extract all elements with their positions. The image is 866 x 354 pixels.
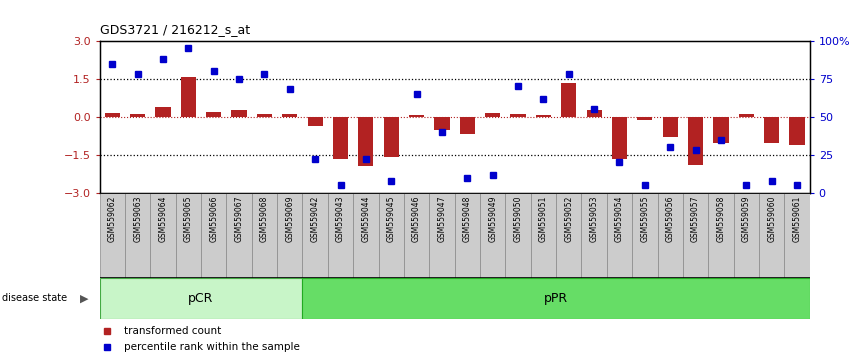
- Bar: [378, 193, 404, 278]
- Bar: [556, 193, 581, 278]
- Text: GSM559068: GSM559068: [260, 195, 269, 242]
- Text: GSM559051: GSM559051: [539, 195, 548, 242]
- Bar: [708, 193, 734, 278]
- Bar: [359, 117, 373, 166]
- Bar: [307, 117, 323, 126]
- Bar: [226, 193, 252, 278]
- Bar: [485, 113, 501, 117]
- Text: GSM559048: GSM559048: [462, 195, 472, 242]
- Bar: [257, 114, 272, 117]
- Bar: [531, 193, 556, 278]
- Text: GSM559052: GSM559052: [565, 195, 573, 242]
- Bar: [328, 193, 353, 278]
- Bar: [637, 117, 652, 120]
- Text: GSM559067: GSM559067: [235, 195, 243, 242]
- Bar: [155, 107, 171, 117]
- Text: pPR: pPR: [544, 292, 568, 305]
- Bar: [430, 193, 455, 278]
- Text: GSM559060: GSM559060: [767, 195, 776, 242]
- Bar: [333, 117, 348, 159]
- Bar: [657, 193, 683, 278]
- Bar: [100, 278, 302, 319]
- Text: GSM559063: GSM559063: [133, 195, 142, 242]
- Bar: [100, 193, 125, 278]
- Text: GSM559058: GSM559058: [716, 195, 726, 242]
- Bar: [714, 117, 728, 143]
- Bar: [785, 193, 810, 278]
- Bar: [435, 117, 449, 130]
- Bar: [455, 193, 480, 278]
- Bar: [353, 193, 378, 278]
- Bar: [384, 117, 399, 157]
- Bar: [561, 83, 577, 117]
- Text: GSM559053: GSM559053: [590, 195, 598, 242]
- Bar: [302, 193, 328, 278]
- Text: GSM559054: GSM559054: [615, 195, 624, 242]
- Text: GSM559066: GSM559066: [210, 195, 218, 242]
- Text: GSM559065: GSM559065: [184, 195, 193, 242]
- Bar: [506, 193, 531, 278]
- Bar: [790, 117, 805, 145]
- Text: GSM559061: GSM559061: [792, 195, 802, 242]
- Bar: [510, 114, 526, 117]
- Bar: [404, 193, 430, 278]
- Bar: [125, 193, 151, 278]
- Text: GDS3721 / 216212_s_at: GDS3721 / 216212_s_at: [100, 23, 249, 36]
- Text: GSM559064: GSM559064: [158, 195, 167, 242]
- Bar: [759, 193, 785, 278]
- Text: GSM559057: GSM559057: [691, 195, 700, 242]
- Text: percentile rank within the sample: percentile rank within the sample: [125, 342, 301, 352]
- Bar: [734, 193, 759, 278]
- Text: ▶: ▶: [80, 293, 88, 303]
- Bar: [252, 193, 277, 278]
- Text: GSM559069: GSM559069: [285, 195, 294, 242]
- Bar: [612, 117, 627, 159]
- Text: GSM559045: GSM559045: [387, 195, 396, 242]
- Bar: [632, 193, 657, 278]
- Bar: [151, 193, 176, 278]
- Bar: [683, 193, 708, 278]
- Bar: [130, 114, 145, 117]
- Text: transformed count: transformed count: [125, 326, 222, 336]
- Bar: [607, 193, 632, 278]
- Bar: [688, 117, 703, 165]
- Bar: [176, 193, 201, 278]
- Bar: [480, 193, 506, 278]
- Text: GSM559044: GSM559044: [361, 195, 371, 242]
- Text: GSM559059: GSM559059: [742, 195, 751, 242]
- Bar: [409, 115, 424, 117]
- Bar: [201, 193, 226, 278]
- Text: GSM559062: GSM559062: [107, 195, 117, 242]
- Bar: [105, 113, 120, 117]
- Bar: [460, 117, 475, 134]
- Bar: [536, 115, 551, 117]
- Bar: [277, 193, 302, 278]
- Text: GSM559043: GSM559043: [336, 195, 345, 242]
- Bar: [282, 114, 297, 117]
- Text: disease state: disease state: [2, 293, 67, 303]
- Bar: [231, 110, 247, 117]
- Text: GSM559056: GSM559056: [666, 195, 675, 242]
- Bar: [662, 117, 678, 137]
- Bar: [581, 193, 607, 278]
- Text: GSM559042: GSM559042: [311, 195, 320, 242]
- Bar: [739, 114, 754, 117]
- Bar: [764, 117, 779, 143]
- Text: GSM559055: GSM559055: [640, 195, 650, 242]
- Text: GSM559046: GSM559046: [412, 195, 421, 242]
- Text: pCR: pCR: [188, 292, 214, 305]
- Bar: [302, 278, 810, 319]
- Text: GSM559050: GSM559050: [514, 195, 522, 242]
- Text: GSM559047: GSM559047: [437, 195, 447, 242]
- Text: GSM559049: GSM559049: [488, 195, 497, 242]
- Bar: [206, 112, 222, 117]
- Bar: [586, 110, 602, 117]
- Bar: [181, 78, 196, 117]
